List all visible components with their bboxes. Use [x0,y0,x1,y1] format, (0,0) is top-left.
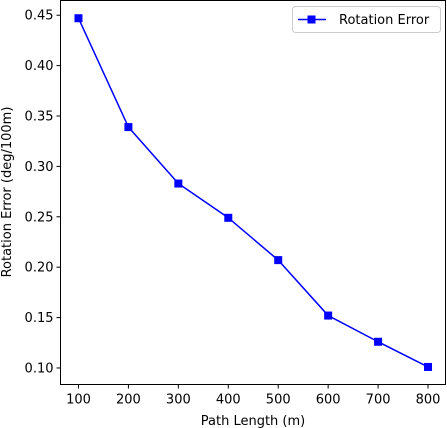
legend-label: Rotation Error [339,13,430,28]
plot-frame [60,0,446,385]
series-line [77,17,429,368]
x-tick-label: 800 [416,393,441,408]
data-point-marker [324,311,333,320]
y-tick-label: 0.20 [25,261,54,276]
y-tick-label: 0.30 [25,160,54,175]
legend: Rotation Error [292,6,441,33]
y-tick-label: 0.40 [25,59,54,74]
legend-box [292,6,441,33]
x-tick-label: 200 [116,393,141,408]
x-tick-label: 300 [166,393,191,408]
x-tick-label: 400 [216,393,241,408]
x-tick-label: 700 [366,393,391,408]
y-tick-label: 0.15 [25,311,54,326]
x-tick-label: 500 [266,393,291,408]
y-tick-label: 0.45 [25,9,54,24]
data-point-marker [274,256,283,265]
y-tick-label: 0.35 [25,110,54,125]
x-tick-label: 100 [66,393,91,408]
data-point-marker [374,337,383,346]
data-point-marker [424,362,433,371]
y-axis-ticks: 0.10 0.15 0.20 0.25 0.30 0.35 0.40 0.45 [25,9,61,376]
legend-square-marker [307,15,316,24]
data-point-marker [174,179,183,188]
series-layer [74,14,433,371]
y-axis-label: Rotation Error (deg/100m) [0,107,15,278]
y-tick-label: 0.10 [25,361,54,376]
data-point-marker [74,14,83,23]
x-tick-label: 600 [316,393,341,408]
data-point-marker [224,213,233,222]
x-axis-label: Path Length (m) [201,414,305,428]
data-point-marker [124,123,133,132]
x-axis-ticks: 100 200 300 400 500 600 700 800 [66,384,441,408]
y-tick-label: 0.25 [25,210,54,225]
